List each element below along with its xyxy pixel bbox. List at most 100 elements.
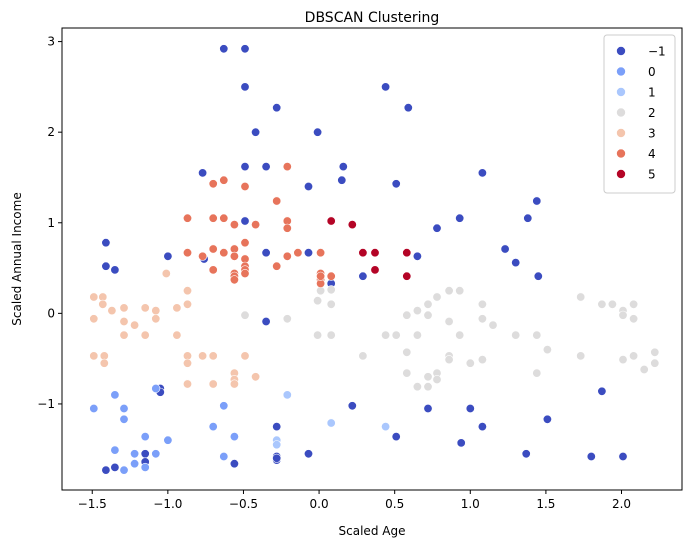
- data-point: [119, 303, 129, 313]
- data-point: [618, 355, 628, 365]
- data-point: [98, 299, 108, 309]
- legend-label: 1: [648, 86, 656, 100]
- data-point: [477, 299, 487, 309]
- data-point: [403, 103, 413, 113]
- data-point: [119, 414, 129, 424]
- data-point: [272, 453, 282, 463]
- data-point: [423, 403, 433, 413]
- data-point: [107, 306, 117, 316]
- data-point: [576, 292, 586, 302]
- y-tick-label: 3: [47, 35, 55, 49]
- data-point: [432, 223, 442, 233]
- data-point: [110, 462, 120, 472]
- data-point: [140, 462, 150, 472]
- legend-label: 3: [648, 127, 656, 141]
- data-point: [402, 310, 412, 320]
- data-point: [444, 355, 454, 365]
- data-point: [229, 220, 239, 230]
- data-point: [272, 196, 282, 206]
- data-point: [183, 248, 193, 258]
- data-point: [412, 306, 422, 316]
- data-point: [533, 271, 543, 281]
- data-point: [261, 162, 271, 172]
- legend: −1 0 1 2 3 4 5: [603, 34, 676, 194]
- data-point: [240, 310, 250, 320]
- data-point: [586, 451, 596, 461]
- legend-label: 2: [648, 106, 656, 120]
- data-point: [208, 265, 218, 275]
- data-point: [370, 265, 380, 275]
- legend-item: 2: [616, 106, 656, 120]
- legend-marker: [616, 107, 626, 118]
- x-axis-ticks: −1.5 −1.0 −0.5 0.0 0.5 1.0 1.5 2.0: [78, 490, 631, 511]
- data-point: [251, 372, 261, 382]
- data-point: [358, 351, 368, 361]
- data-point: [240, 238, 250, 248]
- data-point: [402, 347, 412, 357]
- legend-marker: [616, 87, 626, 97]
- data-point: [391, 179, 401, 189]
- data-point: [402, 368, 412, 378]
- data-point: [576, 351, 586, 361]
- data-point: [272, 440, 282, 450]
- data-point: [219, 213, 229, 223]
- data-point: [208, 422, 218, 432]
- data-point: [521, 449, 531, 459]
- data-point: [650, 347, 660, 357]
- data-point: [229, 251, 239, 261]
- data-point: [219, 44, 229, 54]
- data-point: [272, 261, 282, 271]
- data-point: [523, 213, 533, 223]
- data-point: [251, 127, 261, 137]
- data-point: [110, 390, 120, 400]
- y-tick-label: −1: [37, 397, 55, 411]
- data-point: [140, 330, 150, 340]
- data-point: [183, 299, 193, 309]
- data-point: [208, 179, 218, 189]
- data-point: [151, 383, 161, 393]
- data-point: [140, 449, 150, 459]
- data-point: [183, 358, 193, 368]
- series-1: [89, 383, 239, 475]
- data-point: [240, 351, 250, 361]
- data-point: [89, 314, 99, 324]
- series-2: [272, 390, 391, 450]
- data-point: [282, 390, 292, 400]
- data-point: [229, 432, 239, 442]
- data-point: [370, 248, 380, 258]
- data-point: [208, 213, 218, 223]
- data-point: [412, 330, 422, 340]
- legend-marker: [616, 169, 626, 179]
- data-point: [391, 432, 401, 442]
- legend-box: [603, 34, 676, 194]
- series-5: [183, 162, 336, 288]
- legend-label: 5: [648, 168, 656, 182]
- data-point: [455, 286, 465, 296]
- data-point: [381, 422, 391, 432]
- data-point: [89, 351, 99, 361]
- x-tick-label: −1.5: [78, 497, 107, 511]
- data-point: [326, 330, 336, 340]
- data-point: [444, 286, 454, 296]
- data-point: [119, 316, 129, 326]
- legend-marker: [616, 148, 626, 159]
- legend-item: 3: [616, 127, 656, 141]
- data-point: [208, 351, 218, 361]
- data-point: [219, 248, 229, 258]
- data-point: [208, 244, 218, 254]
- legend-items: −1 0 1 2 3 4 5: [616, 45, 666, 182]
- data-point: [140, 432, 150, 442]
- data-point: [381, 330, 391, 340]
- data-point: [303, 182, 313, 192]
- data-point: [219, 175, 229, 185]
- data-point: [402, 248, 412, 258]
- data-point: [282, 162, 292, 172]
- y-tick-label: 1: [47, 216, 55, 230]
- legend-label: 4: [648, 147, 656, 161]
- data-point: [99, 358, 109, 368]
- data-point: [151, 306, 161, 316]
- data-point: [391, 330, 401, 340]
- data-point: [163, 251, 173, 261]
- data-point: [423, 382, 433, 392]
- data-point: [251, 220, 261, 230]
